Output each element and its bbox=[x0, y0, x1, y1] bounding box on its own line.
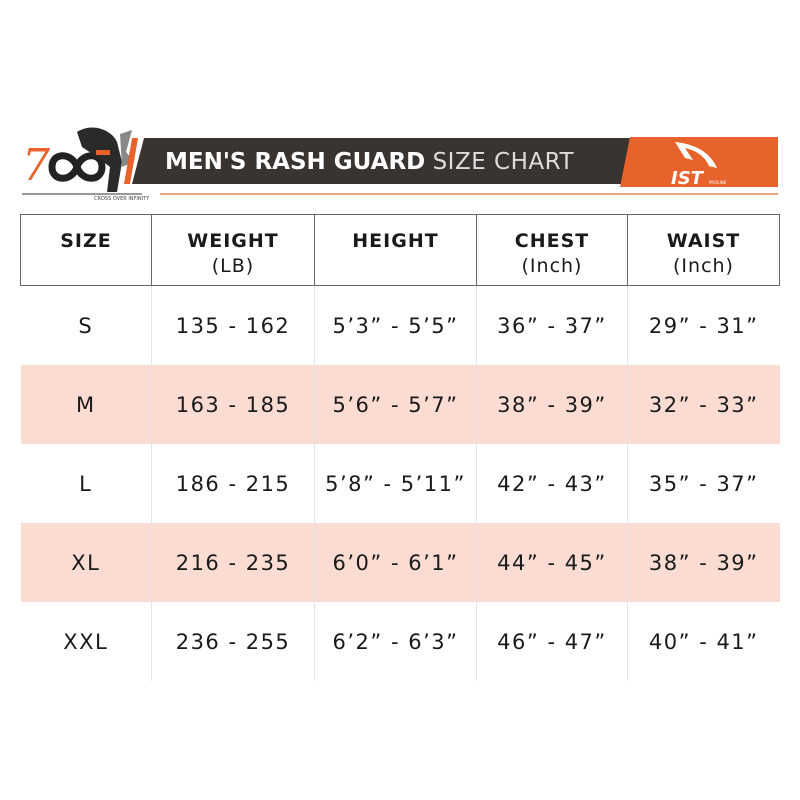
svg-text:PROLINE: PROLINE bbox=[709, 180, 727, 185]
cell-height: 6’0” - 6’1” bbox=[314, 523, 477, 602]
cell-chest: 38” - 39” bbox=[476, 365, 628, 444]
table-row: M 163 - 185 5’6” - 5’7” 38” - 39” 32” - 33” bbox=[20, 365, 780, 444]
cell-size: L bbox=[79, 471, 93, 496]
header-waist: WAIST (Inch) bbox=[627, 214, 780, 286]
brand-logo-horse-infinity: 7 CROSS OVER INFINITY bbox=[22, 127, 150, 202]
cell-weight: 216 - 235 bbox=[151, 523, 315, 602]
title-light: SIZE CHART bbox=[432, 149, 574, 175]
title-banner bbox=[132, 138, 632, 184]
table-row: S 135 - 162 5’3” - 5’5” 36” - 37” 29” - 31” bbox=[21, 285, 780, 365]
table-header-row: SIZE WEIGHT (LB) HEIGHT CHEST (Inch) WAIST… bbox=[20, 214, 780, 286]
cell-waist: 32” - 33” bbox=[627, 365, 780, 444]
header-height: HEIGHT bbox=[314, 214, 477, 286]
cell-weight: 186 - 215 bbox=[151, 444, 315, 523]
svg-text:7: 7 bbox=[22, 140, 50, 191]
title-bold: MEN'S RASH GUARD bbox=[165, 149, 426, 175]
table-row: XL 216 - 235 6’0” - 6’1” 44” - 45” 38” - 39” bbox=[20, 523, 780, 602]
size-table: SIZE WEIGHT (LB) HEIGHT CHEST (Inch) WAIST… bbox=[20, 214, 780, 681]
cell-weight: 163 - 185 bbox=[151, 365, 315, 444]
cell-size: S bbox=[78, 313, 94, 338]
cell-weight: 135 - 162 bbox=[151, 285, 315, 365]
cell-height: 6’2” - 6’3” bbox=[314, 602, 477, 681]
cell-size: XXL bbox=[63, 629, 109, 654]
cell-height: 5’8” - 5’11” bbox=[314, 444, 477, 523]
cell-chest: 44” - 45” bbox=[476, 523, 628, 602]
svg-text:IST: IST bbox=[671, 168, 705, 188]
cell-weight: 236 - 255 bbox=[151, 602, 315, 681]
header-chest: CHEST (Inch) bbox=[476, 214, 628, 286]
cell-waist: 35” - 37” bbox=[627, 444, 780, 523]
cell-waist: 40” - 41” bbox=[627, 602, 780, 681]
ist-dolphin-logo: IST PROLINE bbox=[671, 142, 727, 188]
table-row: XXL 236 - 255 6’2” - 6’3” 46” - 47” 40” - 41… bbox=[21, 602, 780, 681]
divider bbox=[160, 193, 778, 195]
header-size: SIZE bbox=[20, 214, 152, 286]
cell-height: 5’6” - 5’7” bbox=[314, 365, 477, 444]
cell-height: 5’3” - 5’5” bbox=[314, 285, 477, 365]
cell-chest: 36” - 37” bbox=[476, 285, 628, 365]
cell-waist: 29” - 31” bbox=[627, 285, 780, 365]
logo-tagline: CROSS OVER INFINITY bbox=[94, 196, 150, 202]
page-title: MEN'S RASH GUARD SIZE CHART bbox=[165, 138, 574, 184]
cell-size: XL bbox=[20, 523, 152, 602]
cell-waist: 38” - 39” bbox=[627, 523, 780, 602]
cell-chest: 42” - 43” bbox=[476, 444, 628, 523]
cell-size: M bbox=[20, 365, 152, 444]
cell-chest: 46” - 47” bbox=[476, 602, 628, 681]
divider bbox=[22, 193, 142, 195]
header-weight: WEIGHT (LB) bbox=[151, 214, 315, 286]
table-row: L 186 - 215 5’8” - 5’11” 42” - 43” 35” - 37” bbox=[21, 444, 780, 523]
brand-banner bbox=[620, 137, 778, 187]
